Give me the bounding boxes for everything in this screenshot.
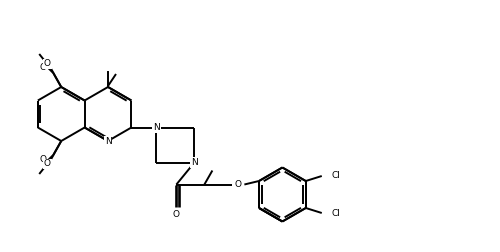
Text: O: O [44, 160, 51, 169]
Text: O: O [173, 210, 180, 219]
Text: O: O [235, 180, 242, 189]
Text: N: N [104, 137, 112, 145]
Text: O: O [40, 155, 46, 165]
Text: Cl: Cl [332, 208, 340, 217]
Text: O: O [40, 64, 46, 73]
Text: N: N [191, 158, 198, 167]
Text: O: O [44, 59, 51, 69]
Text: N: N [153, 123, 160, 132]
Text: Cl: Cl [332, 172, 340, 180]
